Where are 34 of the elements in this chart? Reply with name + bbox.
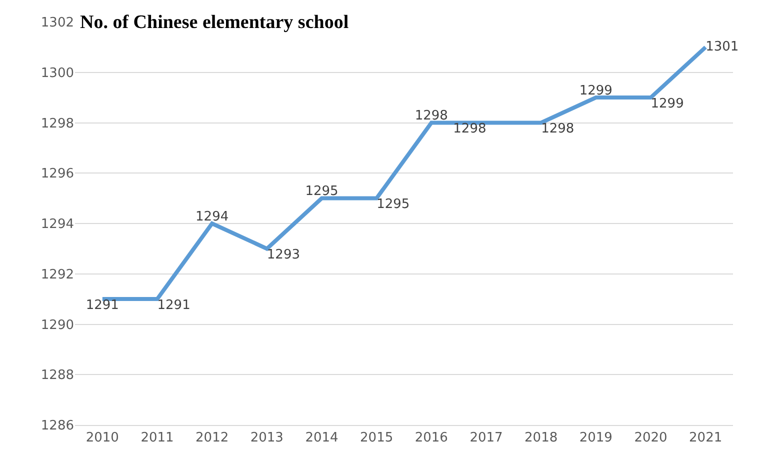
data-label: 1299 [579,83,612,98]
x-tick-label: 2012 [196,430,229,446]
data-label: 1291 [157,298,190,313]
x-tick-label: 2019 [579,430,612,446]
y-tick-label: 1294 [40,217,74,232]
x-tick-label: 2016 [414,430,448,446]
y-tick-label: 1302 [40,16,74,31]
y-tick-label: 1290 [40,318,74,333]
y-tick-label: 1292 [40,267,74,282]
data-label: 1298 [541,122,574,136]
y-tick-label: 1288 [40,368,74,384]
x-tick-label: 2018 [524,430,558,446]
x-tick-label: 2017 [470,430,503,446]
chart-title: No. of Chinese elementary school [80,12,349,33]
y-tick-label: 1286 [40,418,74,434]
x-tick-label: 2011 [140,430,174,446]
y-tick-label: 1298 [40,116,74,132]
x-tick-label: 2010 [86,430,119,446]
data-label: 1298 [453,122,486,136]
x-tick-label: 2014 [305,430,338,446]
x-tick-label: 2013 [250,430,284,446]
data-label: 1301 [706,39,739,54]
data-label: 1295 [376,197,410,212]
y-tick-label: 1300 [40,66,74,81]
data-label: 1291 [86,298,119,313]
data-label: 1293 [266,247,300,262]
data-label: 1298 [414,108,448,124]
data-label: 1299 [650,96,684,112]
x-tick-label: 2021 [689,430,722,446]
y-tick-label: 1296 [40,166,74,182]
data-label: 1294 [196,209,229,224]
data-label: 1295 [305,184,338,200]
x-tick-label: 2020 [634,430,668,446]
x-tick-label: 2015 [360,430,394,446]
